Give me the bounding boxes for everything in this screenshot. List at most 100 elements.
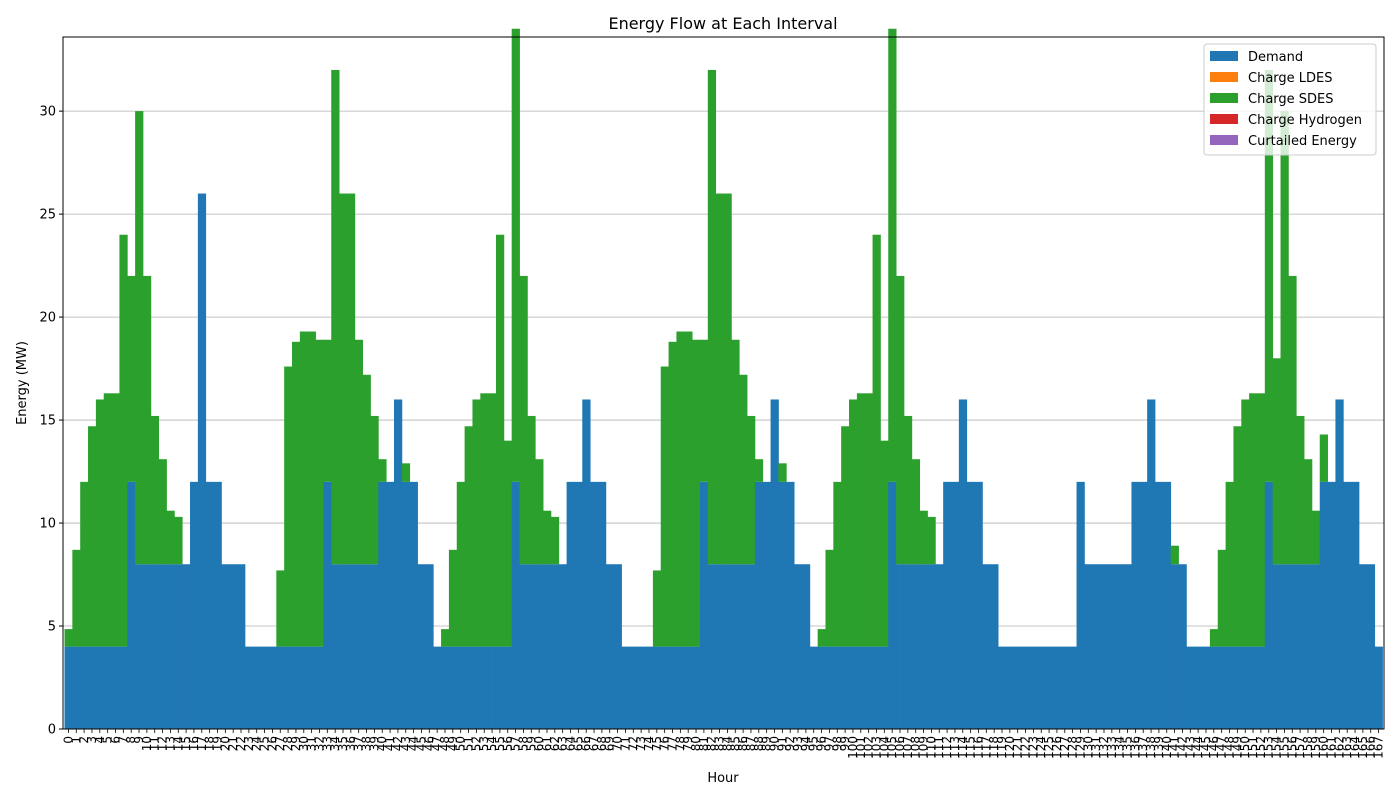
- bar-demand: [252, 646, 262, 729]
- bar-charge-sdes: [550, 516, 560, 565]
- x-tick-label: 127: [1058, 736, 1072, 759]
- bar-demand: [1319, 481, 1328, 729]
- bar-charge-sdes: [150, 415, 160, 565]
- bar-charge-sdes: [519, 275, 528, 565]
- bar-demand: [684, 646, 693, 729]
- bar-charge-sdes: [158, 459, 167, 565]
- bar-charge-sdes: [1311, 510, 1321, 565]
- bar-demand: [849, 646, 858, 729]
- bar-demand: [613, 564, 622, 729]
- x-tick-label: 138: [1144, 736, 1158, 759]
- bar-demand: [652, 646, 662, 729]
- bar-demand: [1241, 646, 1250, 729]
- bar-charge-sdes: [95, 399, 105, 647]
- bar-demand: [1209, 646, 1219, 729]
- x-tick-label: 143: [1183, 736, 1197, 759]
- x-tick-label: 13: [163, 736, 177, 751]
- x-tick-label: 158: [1301, 736, 1315, 759]
- bar-demand: [731, 564, 740, 729]
- x-tick-label: 47: [430, 736, 444, 751]
- bar-demand: [433, 646, 442, 729]
- bar-demand: [307, 646, 316, 729]
- bar-charge-sdes: [1209, 629, 1219, 647]
- bar-demand: [809, 646, 819, 729]
- bar-charge-sdes: [307, 331, 316, 647]
- x-tick-label: 144: [1191, 736, 1205, 759]
- bar-demand: [1123, 564, 1132, 729]
- bar-charge-sdes: [919, 510, 928, 565]
- bar-charge-sdes: [503, 440, 513, 647]
- x-tick-label: 6: [108, 736, 122, 744]
- x-tick-label: 27: [273, 736, 287, 751]
- bar-demand: [1264, 481, 1274, 729]
- bar-demand: [103, 646, 112, 729]
- bar-demand: [605, 564, 615, 729]
- bar-demand: [880, 646, 889, 729]
- bar-demand: [903, 564, 913, 729]
- x-tick-label: 73: [634, 736, 648, 751]
- bar-charge-sdes: [103, 393, 112, 647]
- bar-demand: [197, 193, 207, 729]
- bar-charge-sdes: [401, 463, 411, 482]
- x-tick-label: 53: [477, 736, 491, 751]
- bar-charge-sdes: [1241, 399, 1250, 647]
- bar-charge-sdes: [135, 111, 144, 565]
- x-tick-label: 26: [265, 736, 279, 751]
- bar-demand: [1296, 564, 1305, 729]
- bar-demand: [1053, 646, 1062, 729]
- bar-charge-sdes: [527, 415, 536, 565]
- bar-demand: [213, 481, 222, 729]
- bar-demand: [1045, 646, 1054, 729]
- x-tick-label: 5: [101, 736, 115, 744]
- bar-demand: [503, 646, 513, 729]
- x-tick-label: 55: [493, 736, 507, 751]
- x-tick-label: 147: [1215, 736, 1229, 759]
- legend-label-demand: Demand: [1248, 50, 1303, 65]
- bar-demand: [1100, 564, 1109, 729]
- x-tick-label: 19: [210, 736, 224, 751]
- bar-charge-sdes: [699, 339, 709, 482]
- x-tick-label: 89: [760, 736, 774, 751]
- bar-demand: [299, 646, 309, 729]
- x-tick-label: 62: [548, 736, 562, 751]
- x-tick-label: 123: [1026, 736, 1040, 759]
- bar-demand: [1005, 646, 1015, 729]
- bar-demand: [480, 646, 489, 729]
- bar-demand: [1225, 646, 1234, 729]
- x-tick-label: 91: [775, 736, 789, 751]
- bar-charge-sdes: [127, 275, 136, 482]
- bar-demand: [190, 481, 199, 729]
- bar-charge-sdes: [1280, 111, 1289, 565]
- bar-demand: [229, 564, 238, 729]
- bar-charge-sdes: [864, 393, 873, 647]
- x-tick-label: 161: [1325, 736, 1339, 759]
- bar-demand: [95, 646, 105, 729]
- x-tick-label: 126: [1050, 736, 1064, 759]
- bar-charge-sdes: [684, 331, 693, 647]
- bar-charge-sdes: [888, 28, 897, 482]
- x-tick-label: 78: [673, 736, 687, 751]
- x-tick-label: 2: [77, 736, 91, 744]
- bar-demand: [292, 646, 301, 729]
- x-tick-label: 167: [1372, 736, 1386, 759]
- x-tick-label: 3: [85, 736, 99, 744]
- bar-demand: [174, 564, 183, 729]
- x-tick-label: 140: [1160, 736, 1174, 759]
- bar-charge-sdes: [676, 331, 685, 647]
- bar-charge-sdes: [1249, 393, 1258, 647]
- bar-demand: [425, 564, 434, 729]
- bar-demand: [166, 564, 175, 729]
- bar-demand: [394, 399, 403, 729]
- bar-demand: [1154, 481, 1164, 729]
- bar-charge-sdes: [880, 440, 889, 647]
- bar-charge-sdes: [849, 399, 858, 647]
- bar-demand: [244, 646, 254, 729]
- x-tick-label: 92: [783, 736, 797, 751]
- bar-demand: [896, 564, 905, 729]
- x-tick-label: 69: [603, 736, 617, 751]
- bar-demand: [323, 481, 332, 729]
- x-tick-label: 105: [885, 736, 899, 759]
- bar-demand: [637, 646, 646, 729]
- x-tick-label: 29: [289, 736, 303, 751]
